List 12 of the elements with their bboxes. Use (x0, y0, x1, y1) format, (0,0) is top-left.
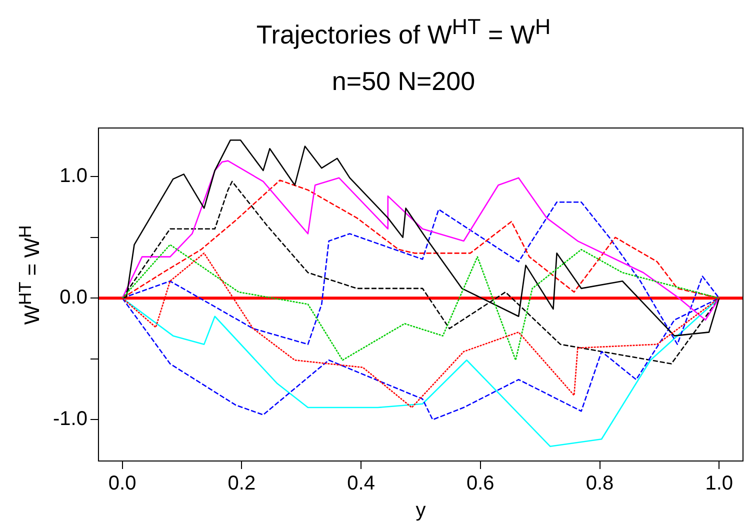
y-tick-label: -1.0 (52, 408, 88, 430)
x-tick-label: 0.4 (347, 472, 375, 495)
x-tick-label: 0.0 (108, 472, 136, 495)
x-tick-label: 1.0 (705, 472, 734, 495)
y-tick-label: 1.0 (60, 165, 88, 188)
y-tick-label: 0.0 (60, 286, 88, 309)
chart-subtitle: n=50 N=200 (330, 66, 476, 97)
chart-title: Trajectories of W$^{HT}$ = W$^{H}$ (255, 14, 552, 51)
x-tick-label: 0.6 (466, 472, 494, 495)
x-tick-label: 0.2 (228, 472, 256, 495)
x-axis-title: y (416, 500, 426, 522)
x-tick-label: 0.8 (586, 472, 614, 495)
